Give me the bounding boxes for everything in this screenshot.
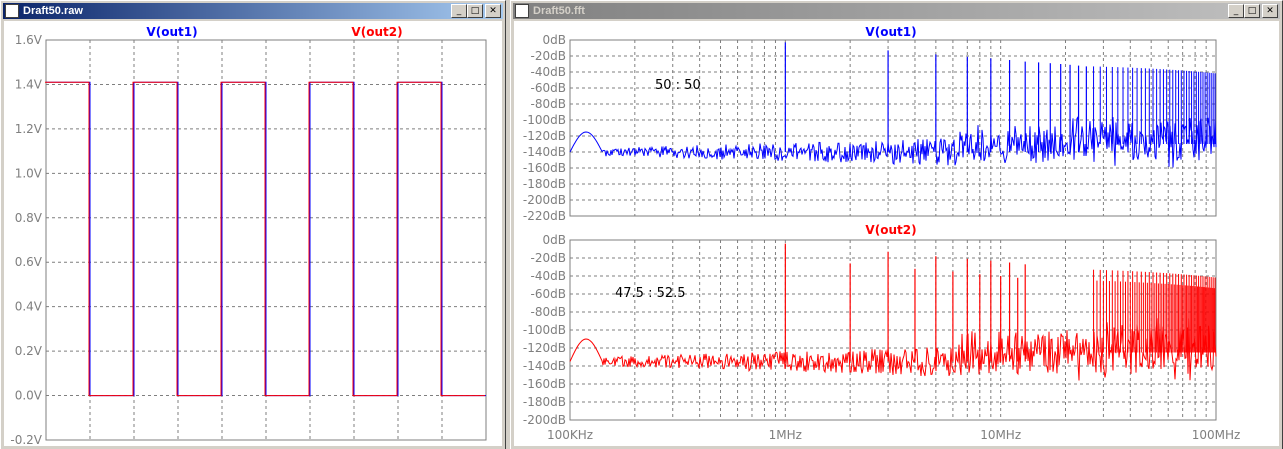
fft-spectrum-chart[interactable]: V(out1) V(out2) 0dB -20dB -40dB -60dB -80dB -… — [514, 21, 1281, 447]
minimize-button[interactable]: _ — [1228, 4, 1244, 18]
fft-ytick-label: -140dB — [523, 359, 566, 373]
close-button[interactable]: ✕ — [1262, 4, 1278, 18]
raw-xtick-label: 2.5µs — [250, 446, 283, 447]
fft-xtick-label: 1MHz — [769, 428, 802, 442]
raw-xtick-label: 5.0µs — [470, 446, 503, 447]
raw-ytick-label: 0.8V — [15, 211, 43, 225]
maximize-button[interactable]: □ — [1244, 4, 1260, 18]
raw-ytick-label: 0.2V — [15, 344, 43, 358]
fft-ytick-label: -40dB — [531, 65, 566, 79]
fft-ytick-label: -80dB — [531, 97, 566, 111]
raw-xtick-label: 1.0µs — [118, 446, 151, 447]
fft-ytick-label: -200dB — [523, 413, 566, 427]
fft-xtick-label: 100MHz — [1192, 428, 1241, 442]
fft-ytick-label: -60dB — [531, 81, 566, 95]
fft-ytick-label: -180dB — [523, 395, 566, 409]
raw-ytick-label: 0.6V — [15, 255, 43, 269]
raw-ytick-label: 1.2V — [15, 122, 43, 136]
raw-plot-area[interactable]: V(out1) V(out2) 1.6V 1.4V 1.2V 1.0V 0.8V 0.6V… — [4, 21, 504, 447]
close-button[interactable]: ✕ — [485, 4, 501, 18]
fft-noise-out1[interactable] — [569, 115, 1217, 168]
raw-ytick-label: 0.4V — [15, 300, 43, 314]
raw-ytick-label: 1.4V — [15, 77, 43, 91]
fft-ytick-label: -160dB — [523, 377, 566, 391]
raw-ytick-label: 0.0V — [15, 389, 43, 403]
fft-plot-area[interactable]: V(out1) V(out2) 0dB -20dB -40dB -60dB -80dB -… — [514, 21, 1279, 446]
raw-xtick-label: 2.0µs — [206, 446, 239, 447]
raw-xtick-label: 0.0µs — [30, 446, 63, 447]
fft-pane2-frame — [569, 239, 1217, 421]
raw-xtick-label: 4.0µs — [382, 446, 415, 447]
fft-ytick-label: -20dB — [531, 251, 566, 265]
duty-annotation-pane1: 50 : 50 — [655, 78, 701, 93]
raw-waveform-chart[interactable]: V(out1) V(out2) 1.6V 1.4V 1.2V 1.0V 0.8V 0.6V… — [4, 21, 504, 447]
fft-ytick-label: -180dB — [523, 177, 566, 191]
raw-plot-frame — [45, 39, 487, 441]
raw-titlebar[interactable]: Draft50.raw _ □ ✕ — [3, 3, 503, 19]
fft-ytick-label: -160dB — [523, 161, 566, 175]
waveform-app-icon — [515, 4, 529, 18]
fft-ytick-label: -120dB — [523, 341, 566, 355]
fft-ytick-label: -40dB — [531, 269, 566, 283]
minimize-button[interactable]: _ — [451, 4, 467, 18]
duty-annotation-pane2: 47.5 : 52.5 — [615, 286, 686, 301]
raw-trace-out1[interactable] — [46, 81, 486, 397]
fft-ytick-label: -140dB — [523, 145, 566, 159]
fft-ytick-label: -120dB — [523, 129, 566, 143]
fft-ytick-label: -80dB — [531, 305, 566, 319]
fft-ytick-label: -200dB — [523, 193, 566, 207]
fft-ytick-label: 0dB — [543, 33, 566, 47]
raw-ytick-label: -0.2V — [10, 433, 42, 447]
trace-label-out2[interactable]: V(out2) — [351, 25, 402, 39]
fft-xtick-label: 100KHz — [547, 428, 593, 442]
maximize-button[interactable]: □ — [467, 4, 483, 18]
fft-ytick-label: 0dB — [543, 233, 566, 247]
fft-titlebar[interactable]: Draft50.fft _ □ ✕ — [513, 3, 1280, 19]
raw-trace-out2[interactable] — [45, 81, 485, 397]
raw-ytick-label: 1.0V — [15, 166, 43, 180]
fft-window-title: Draft50.fft — [533, 5, 585, 17]
raw-xtick-label: 0.5µs — [74, 446, 107, 447]
raw-window-title: Draft50.raw — [23, 5, 83, 17]
fft-xtick-label: 10MHz — [980, 428, 1021, 442]
fft-ytick-label: -220dB — [523, 209, 566, 223]
raw-xtick-label: 3.0µs — [294, 446, 327, 447]
trace-label-out1[interactable]: V(out1) — [146, 25, 197, 39]
fft-ytick-label: -100dB — [523, 113, 566, 127]
fft-ytick-label: -20dB — [531, 49, 566, 63]
raw-window: Draft50.raw _ □ ✕ V(out1) V(out2) 1.6V 1.… — [0, 0, 506, 449]
fft-trace-label-out1[interactable]: V(out1) — [865, 25, 916, 39]
waveform-app-icon — [5, 4, 19, 18]
fft-noise-out2[interactable] — [569, 318, 1217, 381]
fft-pane1-frame — [569, 39, 1217, 217]
raw-xtick-label: 4.5µs — [426, 446, 459, 447]
fft-ytick-label: -100dB — [523, 323, 566, 337]
raw-xtick-label: 3.5µs — [338, 446, 371, 447]
fft-trace-label-out2[interactable]: V(out2) — [865, 223, 916, 237]
fft-ytick-label: -60dB — [531, 287, 566, 301]
raw-ytick-label: 1.6V — [15, 33, 43, 47]
fft-window: Draft50.fft _ □ ✕ V(out1) V(out2) 0dB -20… — [510, 0, 1283, 449]
raw-xtick-label: 1.5µs — [162, 446, 195, 447]
